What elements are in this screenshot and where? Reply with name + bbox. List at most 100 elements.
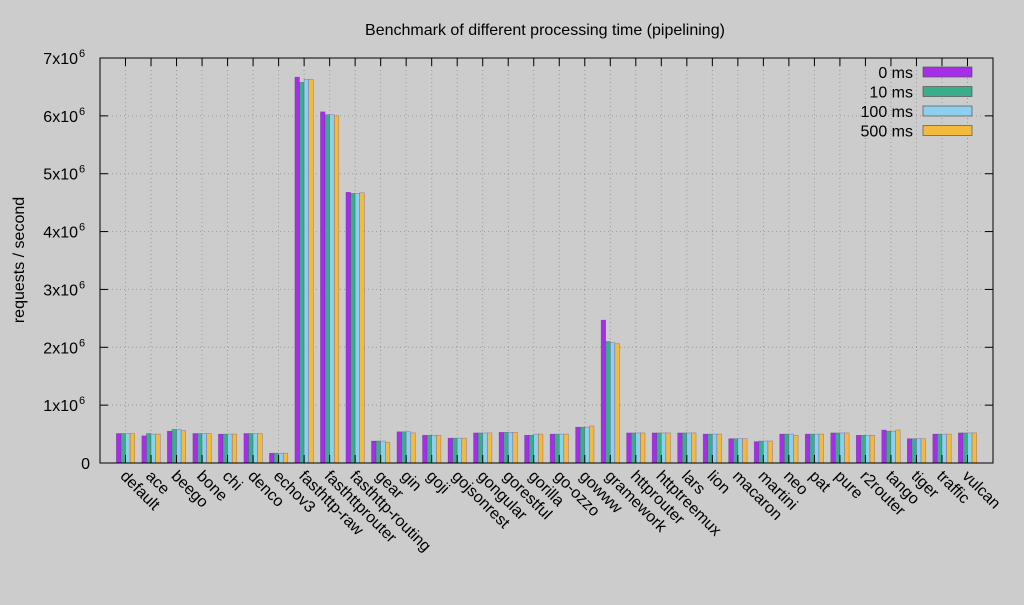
plot-border [99,57,994,464]
bar-pat-0ms [804,433,811,464]
bar-httprouter-500ms [640,432,646,464]
legend-swatch [922,66,973,78]
bar-bone-10ms [197,433,203,464]
y-tick-label: 3x10 [43,282,78,299]
bar-goji-10ms [426,434,432,464]
bar-httprouter-100ms [635,432,641,464]
bar-gorestful-0ms [498,432,504,464]
bar-ace-0ms [141,435,147,464]
bar-httptreemux-500ms [665,432,671,464]
bar-gin-10ms [401,431,407,464]
bar-beego-500ms [180,430,186,464]
legend-label: 10 ms [869,85,913,102]
bar-martini-0ms [753,441,760,464]
bar-default-10ms [120,433,126,464]
bar-tiger-0ms [907,438,913,464]
bar-gongular-0ms [473,432,479,464]
bar-gorilla-10ms [528,434,534,464]
x-tick-label: pat [806,468,834,496]
bar-httptreemux-10ms [656,432,662,464]
bar-goji-500ms [436,434,442,464]
bar-gear-100ms [380,440,386,464]
y-tick-exponent: 6 [79,279,85,291]
bar-vulcan-100ms [967,432,973,464]
bar-pure-100ms [839,432,845,464]
bar-martini-10ms [758,440,764,464]
bar-bone-100ms [201,433,207,464]
bar-tiger-10ms [911,438,917,464]
bar-bone-0ms [192,433,198,464]
y-tick-label: 7x10 [43,51,78,68]
bar-pat-500ms [818,433,824,464]
bar-r2router-100ms [865,434,871,464]
y-tick-exponent: 6 [79,395,85,407]
bar-httprouter-10ms [630,432,637,464]
bar-goji-100ms [431,434,437,464]
bar-gongular-100ms [482,432,488,464]
bar-tango-100ms [890,430,896,464]
bar-gojsonrest-0ms [447,437,453,464]
bar-macaron-0ms [728,438,734,464]
legend-label: 500 ms [861,124,913,141]
y-axis-label: requests / second [11,197,28,323]
bar-gojsonrest-100ms [456,437,463,464]
bar-gramework-500ms [614,343,620,464]
bar-macaron-100ms [737,438,743,464]
bar-lion-500ms [716,433,722,464]
bar-gojsonrest-500ms [461,437,467,464]
bar-gowww-0ms [575,426,581,464]
bar-pure-10ms [835,432,841,464]
bar-fasthttp-routing-0ms [345,191,351,464]
bar-chi-10ms [222,433,228,464]
x-tick-label: goji [423,468,453,498]
bar-pat-10ms [809,433,815,464]
bar-gorilla-100ms [533,433,539,464]
bar-gowww-10ms [579,426,586,464]
bar-denco-100ms [252,433,258,464]
y-tick-label: 4x10 [43,225,78,242]
bar-fasthttp-routing-500ms [359,192,365,464]
bar-gramework-10ms [605,341,611,464]
bar-lars-100ms [686,432,692,464]
bar-go-ozzo-0ms [549,433,555,464]
grid [100,58,993,463]
y-tick-exponent: 6 [79,48,85,60]
y-tick-exponent: 6 [79,106,85,118]
legend-swatch [922,86,973,97]
bar-fasthttp-raw-10ms [299,82,305,464]
bar-goji-0ms [422,434,428,464]
legend-swatch [922,105,973,117]
bar-beego-0ms [167,430,173,464]
bar-r2router-10ms [860,434,866,464]
y-tick-label: 2x10 [43,340,78,357]
bar-httptreemux-100ms [661,432,667,464]
legend-label: 0 ms [878,65,913,82]
bar-default-100ms [125,433,131,464]
bar-ace-500ms [155,433,161,464]
bar-fasthttp-raw-500ms [308,79,314,464]
bar-beego-100ms [176,429,182,464]
bar-ace-10ms [146,433,152,464]
bar-go-ozzo-100ms [559,433,565,464]
bar-macaron-10ms [733,438,739,464]
bar-tiger-500ms [920,438,926,464]
bar-lars-10ms [681,432,688,464]
bar-fasthttprouter-0ms [320,111,326,464]
bar-fasthttp-raw-100ms [303,79,309,464]
bar-httptreemux-0ms [651,432,657,464]
bar-fasthttp-routing-100ms [354,193,360,464]
bar-denco-10ms [248,433,254,464]
bar-fasthttp-raw-0ms [294,76,300,464]
bar-go-ozzo-500ms [563,433,569,464]
chart-title: Benchmark of different processing time (… [365,22,725,39]
bar-neo-10ms [784,433,790,464]
x-tick-label: pure [831,468,866,503]
x-tick-label: lion [704,468,734,498]
bar-default-500ms [129,433,135,464]
bar-pure-500ms [844,432,850,464]
bar-traffic-100ms [941,433,947,464]
bar-chi-100ms [227,433,233,464]
bar-r2router-500ms [869,434,875,464]
